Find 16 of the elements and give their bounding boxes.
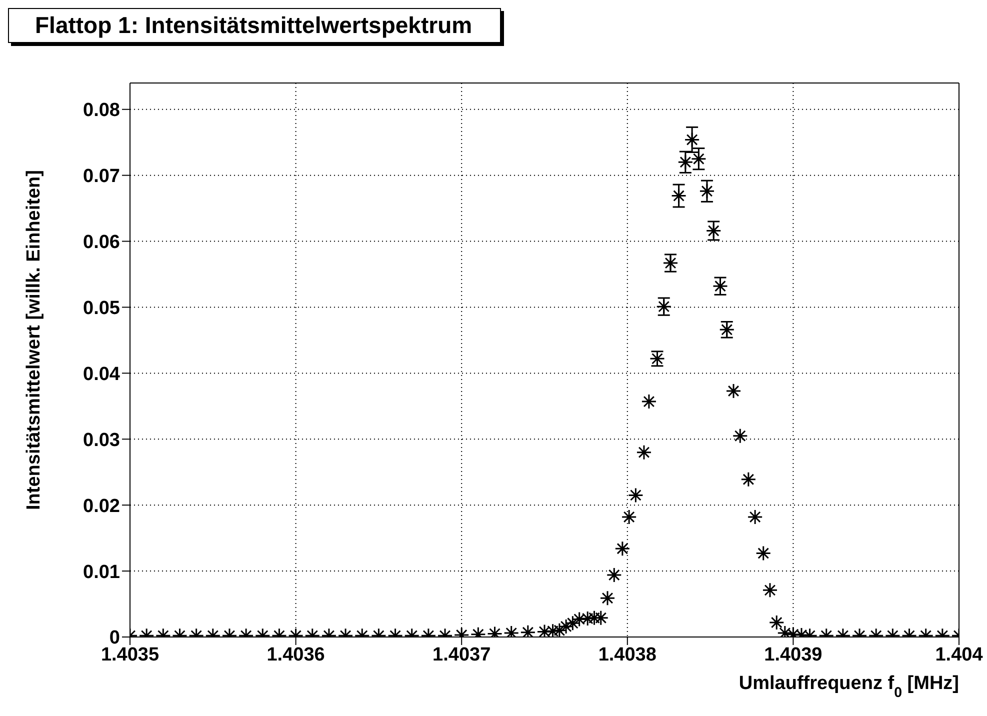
x-tick-label: 1.4039 [764, 644, 822, 666]
y-axis-title: Intensitätsmittelwert [willk. Einheiten] [24, 170, 45, 510]
chart-title: Flattop 1: Intensitätsmittelwertspektrum [8, 8, 502, 43]
y-tick-label: 0.04 [83, 364, 120, 385]
y-tick-label: 0.01 [83, 562, 120, 583]
y-tick-label: 0.07 [83, 166, 120, 188]
x-tick-label: 1.4037 [432, 644, 491, 666]
x-tick-label: 1.4036 [266, 644, 325, 666]
y-tick-label: 0.08 [83, 100, 120, 122]
y-tick-label: 0.05 [83, 298, 120, 319]
y-tick-label: 0.06 [83, 232, 120, 254]
x-tick-label: 1.404 [935, 644, 984, 666]
x-tick-label: 1.4038 [598, 644, 656, 666]
x-axis-title: Umlauffrequenz f$_{0}$ [MHz] [738, 673, 959, 701]
y-tick-label: 0.02 [83, 496, 120, 517]
y-tick-label: 0.03 [83, 430, 120, 451]
